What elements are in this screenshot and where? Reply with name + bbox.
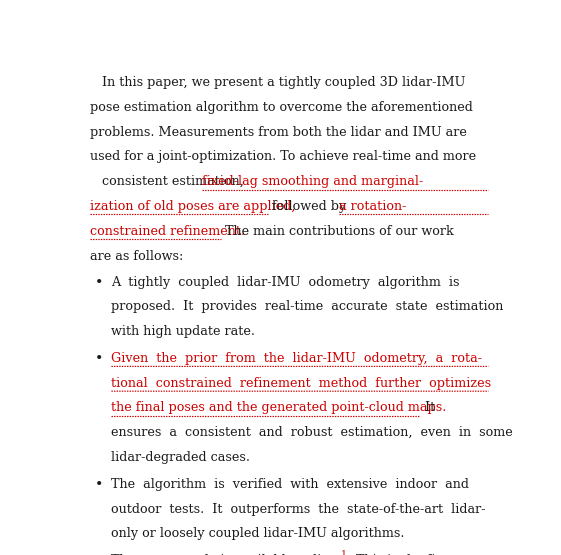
- Text: outdoor  tests.  It  outperforms  the  state-of-the-art  lidar-: outdoor tests. It outperforms the state-…: [112, 503, 486, 516]
- Text: A  tightly  coupled  lidar-IMU  odometry  algorithm  is: A tightly coupled lidar-IMU odometry alg…: [112, 275, 460, 289]
- Text: In this paper, we present a tightly coupled 3D lidar-IMU: In this paper, we present a tightly coup…: [90, 76, 465, 89]
- Text: ization of old poses are applied,: ization of old poses are applied,: [90, 200, 295, 213]
- Text: consistent estimation,: consistent estimation,: [90, 175, 243, 188]
- Text: •: •: [95, 352, 104, 366]
- Text: fixed-lag smoothing and marginal-: fixed-lag smoothing and marginal-: [202, 175, 423, 188]
- Text: only or loosely coupled lidar-IMU algorithms.: only or loosely coupled lidar-IMU algori…: [112, 527, 405, 541]
- Text: The main contributions of our work: The main contributions of our work: [222, 225, 454, 238]
- Text: are as follows:: are as follows:: [90, 250, 183, 263]
- Text: proposed.  It  provides  real-time  accurate  state  estimation: proposed. It provides real-time accurate…: [112, 300, 504, 314]
- FancyBboxPatch shape: [338, 547, 349, 555]
- Text: It: It: [421, 401, 436, 415]
- Text: with high update rate.: with high update rate.: [112, 325, 255, 338]
- Text: a rotation-: a rotation-: [339, 200, 407, 213]
- Text: The  algorithm  is  verified  with  extensive  indoor  and: The algorithm is verified with extensive…: [112, 478, 470, 491]
- Text: Given  the  prior  from  the  lidar-IMU  odometry,  a  rota-: Given the prior from the lidar-IMU odome…: [112, 352, 482, 365]
- Text: ensures  a  consistent  and  robust  estimation,  even  in  some: ensures a consistent and robust estimati…: [112, 426, 513, 439]
- Text: followed by: followed by: [268, 200, 346, 213]
- Text: problems. Measurements from both the lidar and IMU are: problems. Measurements from both the lid…: [90, 125, 467, 139]
- Text: This is the first: This is the first: [352, 554, 453, 555]
- Text: •: •: [95, 478, 104, 492]
- Text: constrained refinement.: constrained refinement.: [90, 225, 245, 238]
- Text: •: •: [95, 275, 104, 290]
- Text: •: •: [95, 554, 104, 555]
- Text: the final poses and the generated point-cloud maps.: the final poses and the generated point-…: [112, 401, 447, 415]
- Text: pose estimation algorithm to overcome the aforementioned: pose estimation algorithm to overcome th…: [90, 101, 472, 114]
- Text: The source code is available online: The source code is available online: [112, 554, 337, 555]
- Text: used for a joint-optimization. To achieve real-time and more: used for a joint-optimization. To achiev…: [90, 150, 476, 163]
- Text: tional  constrained  refinement  method  further  optimizes: tional constrained refinement method fur…: [112, 377, 491, 390]
- Text: 1: 1: [341, 551, 347, 555]
- Text: lidar-degraded cases.: lidar-degraded cases.: [112, 451, 250, 464]
